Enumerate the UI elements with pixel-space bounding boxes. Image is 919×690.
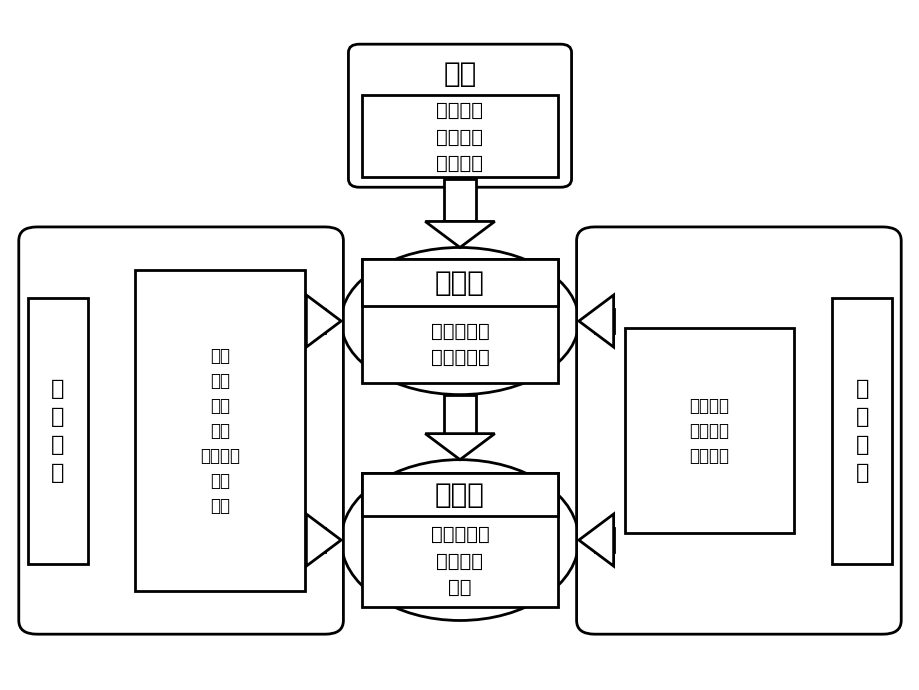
FancyBboxPatch shape [624, 328, 793, 533]
Polygon shape [595, 528, 613, 553]
Text: 生理
精神
遗传
疾病
生物节律
习惯
环境: 生理 精神 遗传 疾病 生物节律 习惯 环境 [199, 346, 240, 515]
Ellipse shape [341, 248, 578, 395]
Polygon shape [425, 433, 494, 460]
Polygon shape [578, 514, 613, 566]
Ellipse shape [341, 460, 578, 620]
Text: 药
物
因
素: 药 物 因 素 [855, 379, 868, 482]
Polygon shape [306, 528, 324, 553]
Text: 作用与效应
量效关系
靶点: 作用与效应 量效关系 靶点 [430, 525, 489, 598]
Polygon shape [443, 179, 476, 221]
Text: 药学: 药学 [443, 60, 476, 88]
Polygon shape [578, 295, 613, 347]
FancyBboxPatch shape [28, 297, 87, 564]
FancyBboxPatch shape [362, 95, 557, 177]
Polygon shape [306, 295, 341, 347]
FancyBboxPatch shape [361, 259, 558, 306]
FancyBboxPatch shape [135, 270, 304, 591]
Text: 吸收、分布
代谢、排泄: 吸收、分布 代谢、排泄 [430, 322, 489, 367]
Text: 药效学: 药效学 [435, 481, 484, 509]
Polygon shape [443, 395, 476, 433]
FancyBboxPatch shape [361, 473, 558, 607]
Polygon shape [595, 308, 613, 333]
Polygon shape [306, 514, 341, 566]
FancyBboxPatch shape [576, 227, 901, 634]
Polygon shape [306, 308, 324, 333]
FancyBboxPatch shape [361, 259, 558, 383]
FancyBboxPatch shape [18, 227, 343, 634]
FancyBboxPatch shape [361, 473, 558, 516]
Text: 理化性质
药物剂型
配伍用药: 理化性质 药物剂型 配伍用药 [436, 101, 483, 173]
Text: 机
体
因
素: 机 体 因 素 [51, 379, 64, 482]
Text: 联合用药
长期用药
给药方法: 联合用药 长期用药 给药方法 [688, 397, 729, 464]
FancyBboxPatch shape [832, 297, 891, 564]
Polygon shape [425, 221, 494, 248]
Text: 药动学: 药动学 [435, 269, 484, 297]
FancyBboxPatch shape [348, 44, 571, 187]
